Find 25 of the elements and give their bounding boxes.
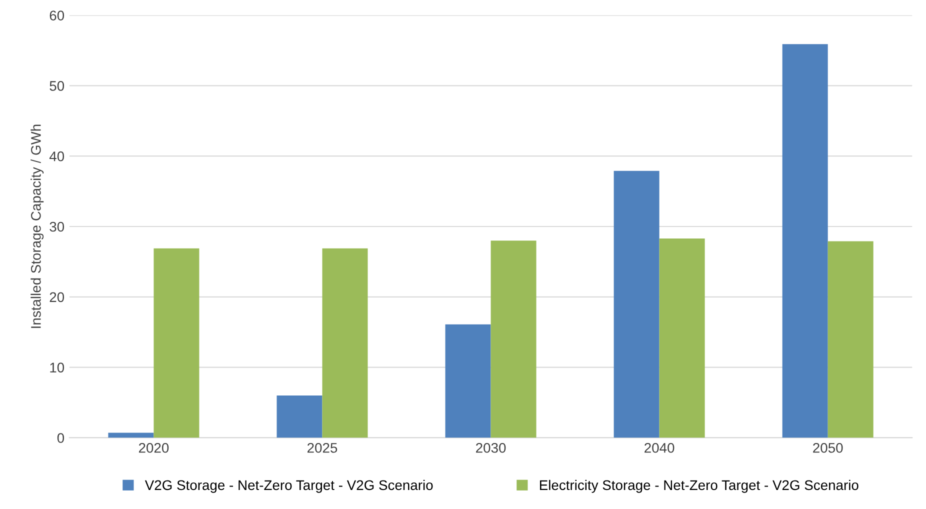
y-tick-label: 10 xyxy=(50,362,64,372)
bar xyxy=(828,241,874,438)
y-tick-label: 40 xyxy=(49,151,64,162)
bar xyxy=(490,240,536,438)
y-axis-title: Installed Storage Capacity / GWh xyxy=(30,124,44,328)
bar xyxy=(445,324,491,438)
y-tick-label: 30 xyxy=(50,222,64,232)
legend-label: Electricity Storage - Net-Zero Target - V2G Scenario xyxy=(540,480,858,493)
x-tick-label: 2020 xyxy=(138,442,169,453)
bar xyxy=(276,395,322,438)
bar xyxy=(782,44,828,438)
x-tick-label: 2025 xyxy=(308,442,338,453)
x-tick-label: 2050 xyxy=(813,442,843,453)
x-tick-label: 2040 xyxy=(644,442,674,453)
bar xyxy=(659,238,705,438)
bar xyxy=(614,170,660,438)
y-tick-label: 20 xyxy=(50,292,64,302)
y-tick-label: 50 xyxy=(50,81,64,91)
bar xyxy=(322,248,368,438)
legend-label: V2G Storage - Net-Zero Target - V2G Scenario xyxy=(144,480,433,493)
y-tick-label: 60 xyxy=(50,10,64,20)
bar xyxy=(108,432,154,438)
bar xyxy=(154,248,200,438)
y-tick-label: 0 xyxy=(57,433,64,443)
x-tick-label: 2030 xyxy=(476,442,506,453)
